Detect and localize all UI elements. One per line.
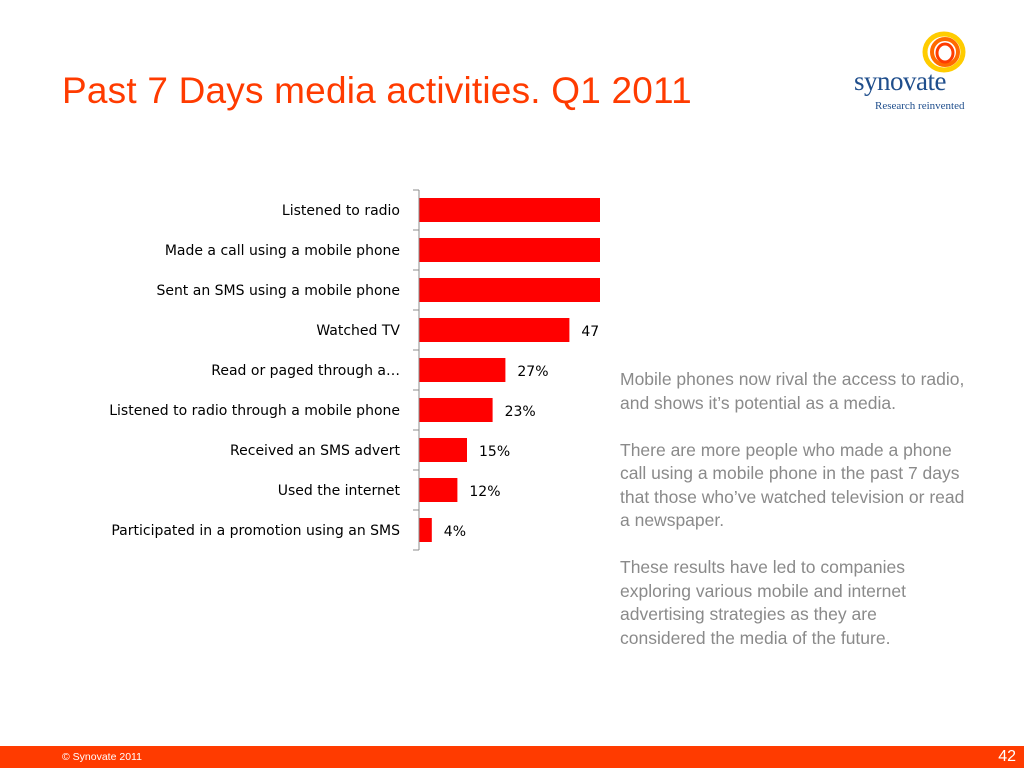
value-label: 27% bbox=[517, 364, 548, 380]
bars-group bbox=[419, 198, 600, 542]
value-label: 15% bbox=[479, 444, 510, 460]
bar bbox=[419, 278, 600, 302]
logo-ring-outer bbox=[922, 31, 966, 73]
synovate-logo: synovate Research reinvented bbox=[850, 28, 980, 118]
value-label: 47% bbox=[581, 324, 600, 340]
category-label: Received an SMS advert bbox=[230, 443, 400, 459]
value-label: 23% bbox=[505, 404, 536, 420]
category-label: Participated in a promotion using an SMS bbox=[111, 523, 400, 539]
commentary-text: Mobile phones now rival the access to ra… bbox=[620, 368, 965, 674]
commentary-paragraph: There are more people who made a phone c… bbox=[620, 439, 965, 531]
logo-tagline: Research reinvented bbox=[875, 100, 965, 112]
value-label: 4% bbox=[444, 524, 466, 540]
logo-rings-icon bbox=[922, 31, 966, 73]
media-activities-bar-chart: Listened to radio Made a call using a mob… bbox=[109, 189, 600, 551]
category-label: Sent an SMS using a mobile phone bbox=[156, 283, 400, 299]
category-labels-group: Listened to radio Made a call using a mob… bbox=[109, 203, 400, 539]
bar bbox=[419, 398, 493, 422]
value-label: 12% bbox=[469, 484, 500, 500]
category-label: Listened to radio through a mobile phone bbox=[109, 403, 400, 419]
commentary-paragraph: Mobile phones now rival the access to ra… bbox=[620, 369, 965, 413]
category-label: Watched TV bbox=[316, 323, 400, 339]
logo-wordmark: synovate bbox=[854, 66, 946, 96]
category-axis bbox=[413, 189, 420, 551]
category-label: Made a call using a mobile phone bbox=[165, 243, 400, 259]
bar bbox=[419, 198, 600, 222]
bar bbox=[419, 518, 432, 542]
value-labels-group: 95%87%67%47%27%23%15%12%4% bbox=[444, 324, 600, 540]
page-number: 42 bbox=[998, 748, 1016, 765]
footer-bar: © Synovate 2011 42 bbox=[0, 746, 1024, 768]
bar bbox=[419, 358, 506, 382]
bar bbox=[419, 478, 458, 502]
logo-ring-inner bbox=[935, 42, 955, 64]
logo-ring-middle bbox=[930, 37, 960, 67]
commentary-paragraph: These results have led to companies expl… bbox=[620, 557, 906, 648]
bar bbox=[419, 318, 570, 342]
category-label: Read or paged through a… bbox=[211, 363, 400, 379]
bar bbox=[419, 238, 600, 262]
copyright-text: © Synovate 2011 bbox=[62, 751, 142, 763]
bar bbox=[419, 438, 467, 462]
category-label: Used the internet bbox=[278, 483, 401, 499]
page-title: Past 7 Days media activities. Q1 2011 bbox=[62, 70, 692, 111]
category-label: Listened to radio bbox=[282, 203, 400, 219]
